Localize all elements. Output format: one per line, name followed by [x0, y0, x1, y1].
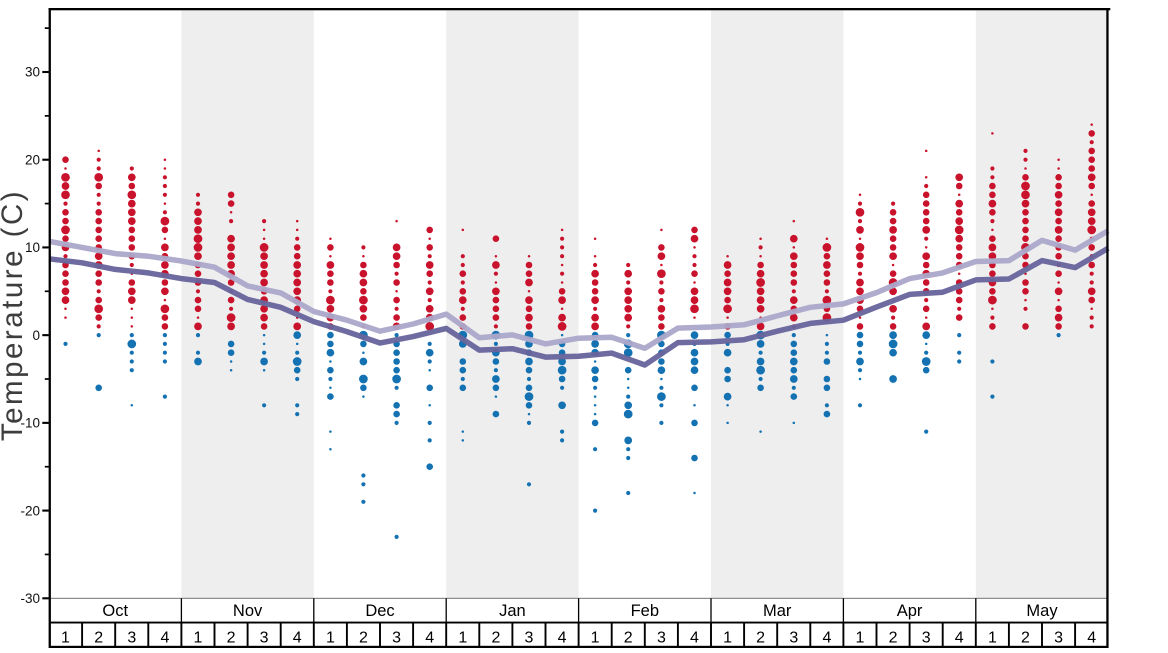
svg-text:4: 4: [822, 630, 831, 647]
svg-text:4: 4: [425, 630, 434, 647]
svg-text:1: 1: [326, 630, 335, 647]
svg-text:2: 2: [624, 630, 633, 647]
svg-text:10: 10: [25, 240, 40, 255]
svg-text:Temperature (C): Temperature (C): [0, 189, 29, 441]
svg-text:4: 4: [160, 630, 169, 647]
svg-text:Dec: Dec: [365, 602, 394, 620]
svg-text:3: 3: [789, 630, 798, 647]
svg-text:2: 2: [889, 630, 898, 647]
svg-text:1: 1: [194, 630, 203, 647]
svg-text:4: 4: [955, 630, 964, 647]
svg-text:Jan: Jan: [499, 602, 526, 620]
svg-text:Nov: Nov: [233, 602, 263, 620]
svg-text:20: 20: [25, 152, 40, 167]
svg-text:2: 2: [491, 630, 500, 647]
svg-text:2: 2: [359, 630, 368, 647]
svg-text:Feb: Feb: [631, 602, 659, 620]
svg-text:Mar: Mar: [763, 602, 792, 620]
svg-text:3: 3: [260, 630, 269, 647]
svg-text:3: 3: [525, 630, 534, 647]
svg-text:2: 2: [1021, 630, 1030, 647]
svg-text:Oct: Oct: [102, 602, 128, 620]
svg-text:0: 0: [32, 328, 40, 343]
svg-text:-20: -20: [20, 503, 40, 518]
svg-text:4: 4: [1087, 630, 1096, 647]
svg-text:2: 2: [94, 630, 103, 647]
svg-text:30: 30: [25, 65, 40, 80]
svg-text:May: May: [1026, 602, 1058, 620]
svg-text:-10: -10: [20, 416, 40, 431]
svg-text:1: 1: [61, 630, 70, 647]
svg-text:4: 4: [293, 630, 302, 647]
svg-text:3: 3: [127, 630, 136, 647]
svg-text:2: 2: [756, 630, 765, 647]
svg-text:1: 1: [458, 630, 467, 647]
svg-text:3: 3: [657, 630, 666, 647]
svg-text:3: 3: [1054, 630, 1063, 647]
svg-text:Apr: Apr: [897, 602, 923, 620]
svg-text:4: 4: [690, 630, 699, 647]
svg-text:-30: -30: [20, 591, 40, 606]
svg-text:2: 2: [227, 630, 236, 647]
svg-text:1: 1: [856, 630, 865, 647]
svg-text:3: 3: [922, 630, 931, 647]
svg-text:1: 1: [988, 630, 997, 647]
svg-text:4: 4: [558, 630, 567, 647]
svg-text:1: 1: [591, 630, 600, 647]
svg-text:1: 1: [723, 630, 732, 647]
svg-text:3: 3: [392, 630, 401, 647]
